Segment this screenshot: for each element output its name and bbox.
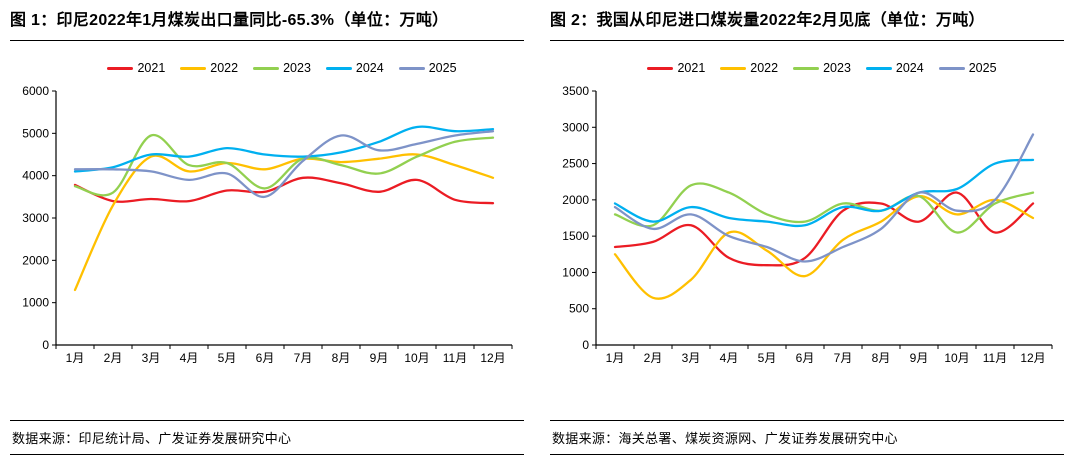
legend-item-2022: 2022 (180, 61, 238, 75)
x-tick-label: 4月 (180, 351, 199, 365)
x-tick-label: 1月 (606, 351, 625, 365)
figure-1-panel: 图 1：印尼2022年1月煤炭出口量同比-65.3%（单位：万吨） 2021 20… (10, 12, 524, 455)
y-tick-label: 3500 (562, 84, 589, 98)
legend-item-2021: 2021 (647, 61, 705, 75)
legend-swatch-2021 (107, 66, 134, 70)
x-tick-label: 6月 (256, 351, 275, 365)
figure-1-source-note: 数据来源：印尼统计局、广发证券发展研究中心 (12, 431, 292, 446)
y-tick-label: 2000 (562, 193, 589, 207)
figure-2-footer: 数据来源：海关总署、煤炭资源网、广发证券发展研究中心 (550, 420, 1064, 455)
legend-label: 2025 (968, 61, 997, 76)
x-tick-label: 10月 (404, 351, 429, 365)
legend-item-2025: 2025 (938, 61, 997, 76)
series-line-2025 (73, 130, 495, 199)
x-tick-label: 9月 (370, 351, 389, 365)
x-tick-label: 5月 (218, 351, 237, 365)
y-tick-label: 6000 (22, 84, 49, 98)
figure-2-title: 图 2：我国从印尼进口煤炭量2022年2月见底（单位：万吨） (550, 12, 985, 29)
legend-label: 2024 (895, 61, 924, 76)
series-line-2021 (613, 191, 1035, 267)
figure-2-line-chart: 0 500 1000 1500 2000 2500 3000 3500 1月 2月 3月 4月 5月 6月… (562, 84, 1053, 365)
y-tick-label: 500 (569, 302, 589, 316)
legend-label: 2022 (750, 61, 779, 76)
x-tick-label: 4月 (720, 351, 739, 365)
series-line-2025 (613, 133, 1035, 264)
source-divider-top (10, 420, 524, 421)
y-tick-label: 1500 (562, 230, 589, 244)
figure-2-panel: 图 2：我国从印尼进口煤炭量2022年2月见底（单位：万吨） 2021 2022 2… (540, 0, 1080, 455)
x-tick-label: 11月 (443, 351, 467, 365)
x-tick-label: 5月 (758, 351, 777, 365)
legend-swatch-2022 (180, 66, 207, 70)
y-tick-label: 2000 (22, 254, 49, 268)
legend-swatch-2023 (253, 66, 280, 70)
x-tick-label: 6月 (796, 351, 815, 365)
y-tick-label: 0 (582, 338, 589, 352)
y-tick-label: 3000 (22, 211, 49, 225)
legend-label: 2023 (823, 61, 851, 76)
legend-label: 2021 (137, 61, 166, 76)
figure-2-source-note: 数据来源：海关总署、煤炭资源网、广发证券发展研究中心 (552, 431, 898, 446)
legend-swatch-2024 (325, 66, 352, 70)
x-tick-label: 12月 (480, 351, 505, 365)
x-tick-label: 11月 (983, 351, 1007, 365)
figure-1-legend: 2021 2022 2023 2024 2025 (40, 61, 524, 75)
series-line-2023 (613, 182, 1035, 235)
x-tick-label: 3月 (142, 351, 161, 365)
series-line-2021 (73, 176, 495, 205)
x-tick-label: 8月 (332, 351, 351, 365)
legend-swatch-2021 (647, 66, 674, 70)
legend-swatch-2022 (720, 66, 747, 70)
legend-item-2022: 2022 (720, 61, 778, 75)
legend-label: 2022 (210, 61, 239, 76)
x-tick-label: 3月 (682, 351, 701, 365)
legend-item-2025: 2025 (398, 61, 457, 76)
legend-label: 2024 (355, 61, 384, 76)
legend-item-2024: 2024 (865, 61, 924, 76)
legend-swatch-2025 (938, 66, 965, 70)
y-tick-label: 3000 (562, 121, 589, 135)
x-tick-label: 8月 (872, 351, 891, 365)
source-divider-top (550, 420, 1064, 421)
x-tick-label: 2月 (644, 351, 663, 365)
x-tick-label: 7月 (834, 351, 853, 365)
figure-1-line-chart: 0 1000 2000 3000 4000 5000 6000 1月 2月 3月 4月 5月 6月 7月 8… (22, 84, 513, 365)
legend-item-2021: 2021 (107, 61, 165, 75)
legend-swatch-2023 (793, 66, 820, 70)
title-divider (10, 40, 524, 42)
x-tick-label: 7月 (294, 351, 313, 365)
x-tick-label: 1月 (66, 351, 85, 365)
y-tick-label: 1000 (562, 266, 589, 280)
legend-item-2024: 2024 (325, 61, 384, 76)
figure-2-legend: 2021 2022 2023 2024 2025 (580, 61, 1064, 75)
x-tick-label: 12月 (1020, 351, 1045, 365)
legend-label: 2021 (677, 61, 706, 76)
y-tick-label: 2500 (562, 157, 589, 171)
title-divider (550, 40, 1064, 42)
series-line-2024 (613, 159, 1035, 228)
legend-swatch-2024 (865, 66, 892, 70)
x-tick-label: 2月 (104, 351, 123, 365)
x-tick-label: 10月 (944, 351, 969, 365)
figure-1-footer: 数据来源：印尼统计局、广发证券发展研究中心 (10, 420, 524, 455)
series-line-2024 (73, 125, 495, 173)
legend-item-2023: 2023 (253, 61, 311, 75)
figure-1-title: 图 1：印尼2022年1月煤炭出口量同比-65.3%（单位：万吨） (10, 12, 449, 29)
series-line-2023 (73, 134, 495, 197)
series-line-2022 (613, 195, 1035, 301)
y-tick-label: 0 (42, 338, 49, 352)
y-tick-label: 5000 (22, 127, 49, 141)
x-tick-label: 9月 (910, 351, 929, 365)
y-tick-label: 1000 (22, 296, 49, 310)
legend-label: 2023 (283, 61, 311, 76)
legend-label: 2025 (428, 61, 457, 76)
legend-item-2023: 2023 (793, 61, 851, 75)
legend-swatch-2025 (398, 66, 425, 70)
y-tick-label: 4000 (22, 169, 49, 183)
